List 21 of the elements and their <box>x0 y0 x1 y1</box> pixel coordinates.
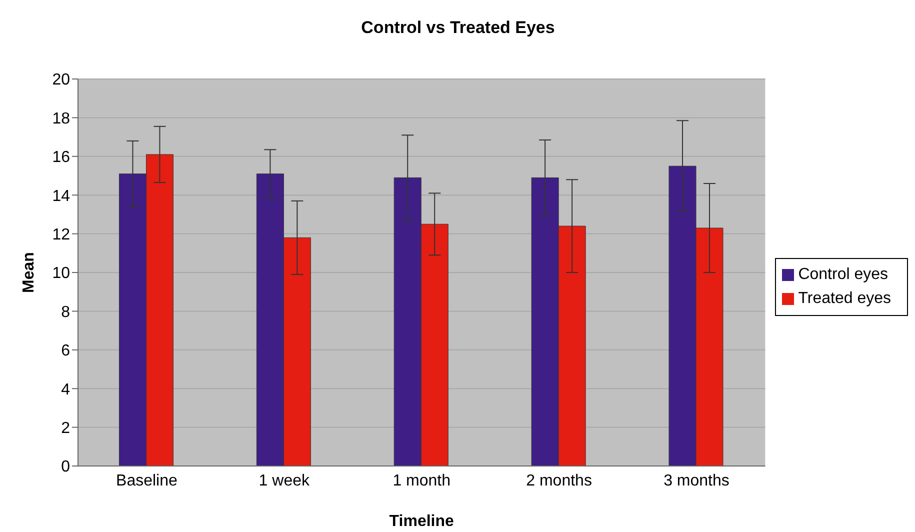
chart-title: Control vs Treated Eyes <box>360 17 556 39</box>
y-tick-label: 2 <box>61 420 70 437</box>
y-tick-label: 16 <box>52 149 70 166</box>
x-tick-label: Baseline <box>116 472 178 490</box>
legend-label: Treated eyes <box>798 290 891 307</box>
y-tick-label: 20 <box>52 72 70 89</box>
legend-label: Control eyes <box>798 266 888 283</box>
y-tick-label: 10 <box>52 265 70 282</box>
y-tick-label: 14 <box>52 188 70 205</box>
y-tick-label: 0 <box>61 458 70 476</box>
y-tick-label: 6 <box>61 342 70 360</box>
y-axis-title: Mean <box>20 252 38 293</box>
y-tick-label: 12 <box>52 226 70 244</box>
y-tick-label: 8 <box>61 304 70 321</box>
y-tick-label: 4 <box>61 381 70 398</box>
x-axis-title: Timeline <box>389 513 454 530</box>
x-tick-label: 1 week <box>258 472 311 490</box>
x-tick-label: 2 months <box>526 472 592 490</box>
y-tick-label: 18 <box>52 110 70 128</box>
x-tick-label: 1 month <box>392 472 451 490</box>
x-tick-label: 3 months <box>664 472 730 490</box>
